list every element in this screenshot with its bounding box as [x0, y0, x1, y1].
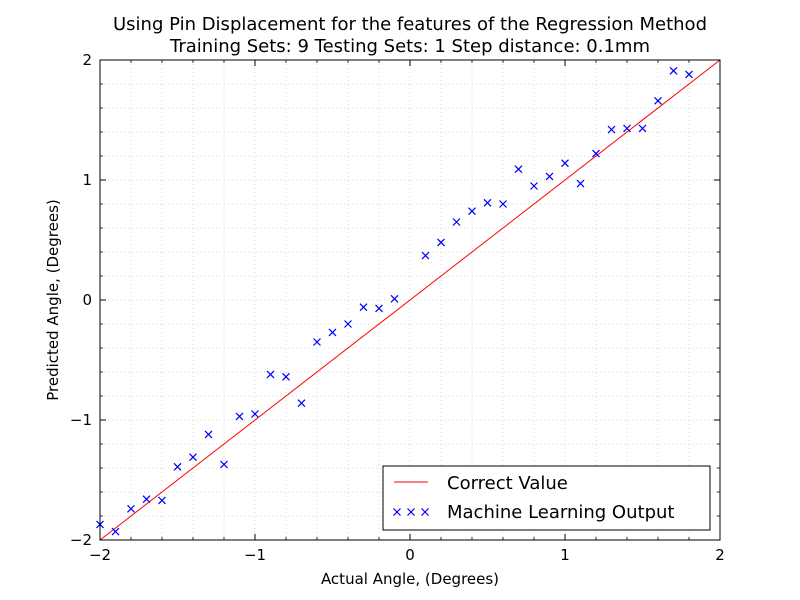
scatter-point	[220, 460, 228, 469]
scatter-point	[669, 66, 678, 75]
legend-label-machine-learning-output: Machine Learning Output	[447, 502, 674, 523]
y-tick-label: −1	[70, 411, 92, 429]
legend-label-correct-value: Correct Value	[447, 473, 568, 494]
scatter-point	[359, 303, 368, 312]
x-axis-label: Actual Angle, (Degrees)	[321, 570, 499, 588]
scatter-point	[173, 462, 182, 471]
scatter-point	[344, 320, 352, 328]
x-tick-label: −1	[244, 546, 266, 564]
scatter-point	[685, 70, 693, 79]
scatter-point	[514, 165, 523, 174]
scatter-point	[282, 372, 290, 381]
plot-area	[96, 59, 721, 541]
x-tick-label: −2	[89, 546, 111, 564]
scatter-point	[592, 149, 600, 158]
scatter-point	[297, 399, 306, 408]
ticks: −2 −1 0 1 2 −2 −1 0 1 2	[70, 51, 725, 564]
legend-marker	[421, 508, 429, 516]
y-tick-label: −2	[70, 531, 92, 549]
legend: Correct Value Machine Learning Output	[382, 465, 711, 531]
scatter-point	[561, 159, 569, 168]
scatter-point	[251, 410, 259, 418]
scatter-point	[623, 124, 631, 133]
scatter-point	[266, 370, 275, 379]
x-tick-label: 0	[405, 546, 415, 564]
scatter-point	[390, 294, 399, 303]
scatter-point	[545, 172, 554, 181]
scatter-point	[452, 218, 461, 226]
chart-subtitle: Training Sets: 9 Testing Sets: 1 Step di…	[169, 36, 650, 57]
scatter-point	[189, 453, 197, 462]
scatter-point	[607, 125, 616, 134]
scatter-point	[638, 124, 647, 133]
scatter-point	[142, 495, 151, 504]
y-tick-label: 2	[82, 51, 92, 69]
series-line-correct-value	[99, 59, 721, 541]
scatter-point	[204, 430, 213, 439]
x-tick-label: 2	[715, 546, 725, 564]
scatter-point	[111, 527, 120, 536]
chart-title: Using Pin Displacement for the features …	[113, 14, 707, 35]
y-axis-label: Predicted Angle, (Degrees)	[44, 199, 62, 401]
scatter-point	[421, 251, 430, 260]
scatter-point	[468, 207, 476, 216]
scatter-point	[483, 198, 492, 207]
legend-box	[382, 465, 711, 531]
scatter-point	[654, 96, 662, 105]
x-tick-label: 1	[560, 546, 570, 564]
y-tick-label: 1	[82, 171, 92, 189]
legend-marker	[393, 508, 401, 516]
legend-swatch-machine-learning-output	[393, 508, 429, 516]
legend-marker	[407, 508, 415, 516]
scatter-point	[328, 328, 337, 337]
scatter-point	[499, 200, 507, 208]
scatter-point	[127, 504, 135, 513]
scatter-point	[375, 304, 383, 313]
scatter-point	[158, 496, 166, 505]
scatter-point	[576, 179, 585, 188]
y-tick-label: 0	[82, 291, 92, 309]
scatter-point	[313, 338, 321, 346]
scatter-point	[235, 412, 244, 421]
scatter-point	[530, 182, 538, 190]
scatter-point	[437, 238, 445, 247]
